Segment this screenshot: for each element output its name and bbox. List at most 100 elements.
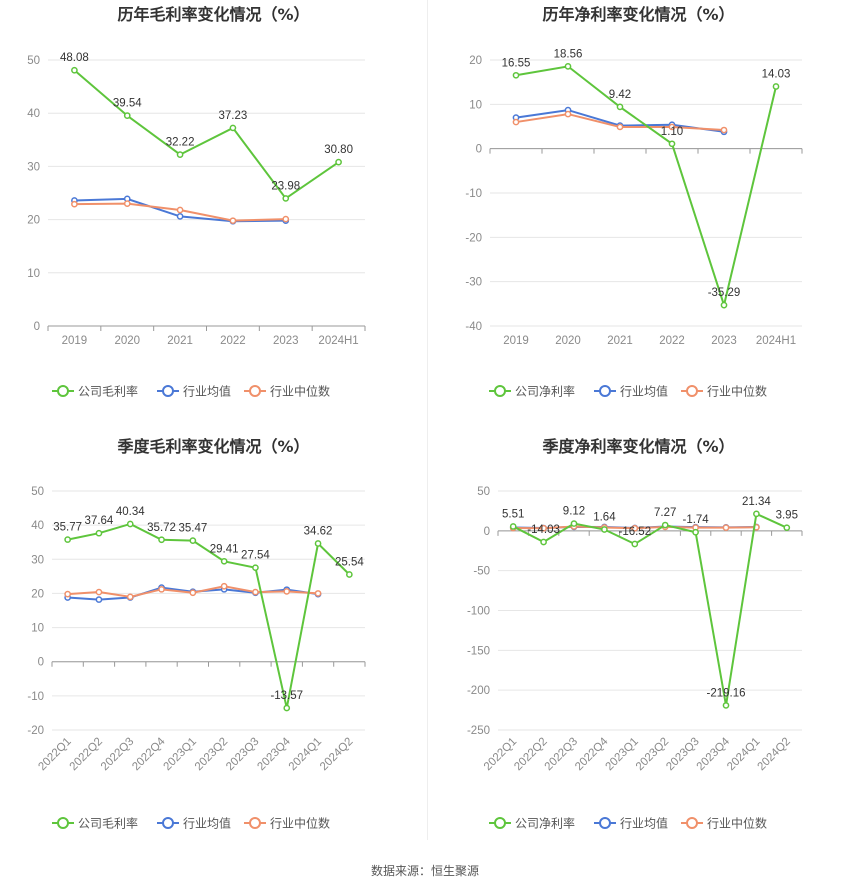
legend-label: 行业均值 — [183, 384, 231, 399]
data-point — [176, 206, 184, 214]
x-tick-label: 2021 — [607, 335, 633, 347]
data-point — [176, 213, 184, 220]
y-tick-label: 20 — [27, 215, 40, 227]
y-tick-label: 50 — [31, 486, 44, 498]
legend-label: 公司毛利率 — [78, 384, 138, 399]
data-point — [753, 510, 760, 518]
x-tick-label: 2022 — [659, 335, 685, 347]
panel-divider — [427, 0, 428, 840]
x-tick-label: 2023Q1 — [162, 736, 199, 773]
data-point — [176, 151, 184, 158]
y-tick-label: 30 — [31, 554, 44, 566]
x-tick-label: 2020 — [555, 335, 581, 347]
y-tick-label: -150 — [467, 645, 490, 657]
legend-marker — [57, 817, 69, 829]
chart-title: 季度净利率变化情况（%） — [541, 437, 734, 456]
legend-marker — [162, 385, 174, 397]
legend-marker — [162, 817, 174, 829]
data-label: 25.54 — [335, 557, 364, 569]
y-tick-label: 0 — [38, 657, 44, 669]
data-point — [564, 63, 572, 70]
x-tick-label: 2022Q3 — [543, 736, 580, 773]
legend-marker — [249, 385, 261, 397]
data-label: -16.52 — [618, 526, 651, 538]
data-point — [616, 123, 624, 131]
x-tick-label: 2024H1 — [756, 335, 796, 347]
legend-marker — [494, 817, 506, 829]
data-label: -35.29 — [708, 287, 741, 299]
data-label: -219.16 — [706, 687, 745, 699]
legend-marker — [494, 385, 506, 397]
x-tick-label: 2023 — [711, 335, 737, 347]
data-point — [631, 524, 639, 532]
data-point — [616, 103, 624, 111]
chart-svg: 季度毛利率变化情况（%）-20-10010203040502022Q12022Q… — [27, 437, 366, 831]
y-tick-label: -20 — [465, 232, 482, 244]
chart-title: 季度毛利率变化情况（%） — [116, 437, 309, 456]
data-point — [189, 589, 197, 597]
legend-marker — [686, 385, 698, 397]
y-tick-label: -40 — [465, 321, 482, 333]
data-label: 35.72 — [147, 522, 176, 534]
x-tick-label: 2022Q2 — [68, 736, 105, 773]
legend-label: 行业中位数 — [270, 816, 330, 831]
y-tick-label: -50 — [473, 566, 490, 578]
data-label: 9.42 — [609, 89, 631, 101]
data-point — [95, 588, 103, 596]
legend-label: 公司净利率 — [515, 816, 575, 831]
data-label: 34.62 — [304, 526, 333, 538]
x-tick-label: 2022Q2 — [512, 736, 549, 773]
y-tick-label: 20 — [469, 55, 482, 67]
data-point — [631, 540, 639, 548]
data-label: 37.64 — [85, 515, 114, 527]
data-point — [692, 528, 699, 536]
data-label: 40.34 — [116, 506, 145, 518]
data-point — [220, 557, 228, 565]
y-tick-label: 10 — [31, 623, 44, 635]
data-point — [668, 123, 676, 131]
data-label: 1.10 — [661, 126, 683, 138]
chart-title: 历年毛利率变化情况（%） — [117, 5, 309, 24]
data-point — [720, 301, 728, 309]
data-point — [64, 536, 72, 543]
chart-svg: 历年净利率变化情况（%） -40 -30 -20 -10 0 10 20 2019 2020 202… — [465, 5, 803, 399]
x-tick-label: 2023Q2 — [634, 736, 671, 773]
data-label: 18.56 — [554, 48, 583, 60]
data-point — [570, 520, 578, 527]
legend-marker — [57, 385, 69, 397]
x-tick-label: 2019 — [62, 335, 88, 347]
y-tick-label: -250 — [467, 725, 490, 737]
legend-label: 公司毛利率 — [78, 816, 138, 831]
data-point — [126, 520, 134, 528]
y-tick-label: -100 — [467, 606, 490, 618]
y-tick-label: 10 — [469, 99, 482, 111]
data-point — [661, 521, 669, 529]
data-label: 3.95 — [776, 510, 798, 522]
data-point — [123, 200, 131, 207]
legend-label: 行业均值 — [620, 384, 668, 399]
y-tick-label: -20 — [27, 725, 44, 737]
x-tick-label: 2024Q2 — [755, 736, 792, 773]
data-point — [71, 66, 78, 74]
legend-label: 行业均值 — [183, 816, 231, 831]
data-point — [189, 537, 197, 544]
data-label: 35.77 — [53, 522, 82, 534]
y-tick-label: 0 — [484, 526, 490, 538]
y-tick-label: 0 — [34, 321, 40, 333]
series-line — [73, 69, 340, 200]
y-tick-label: -200 — [467, 685, 490, 697]
data-point — [540, 538, 547, 546]
data-label: 16.55 — [502, 57, 531, 69]
legend-label: 公司净利率 — [515, 384, 575, 399]
data-point — [512, 71, 520, 79]
y-tick-label: 30 — [27, 161, 40, 173]
data-point — [668, 140, 676, 148]
series-line — [515, 65, 777, 309]
data-label: 39.54 — [113, 98, 142, 110]
data-point — [158, 536, 165, 544]
y-tick-label: -10 — [27, 691, 44, 703]
legend-label: 行业中位数 — [707, 384, 767, 399]
data-point — [220, 582, 228, 590]
y-tick-label: 20 — [31, 588, 44, 600]
data-point — [126, 593, 134, 601]
